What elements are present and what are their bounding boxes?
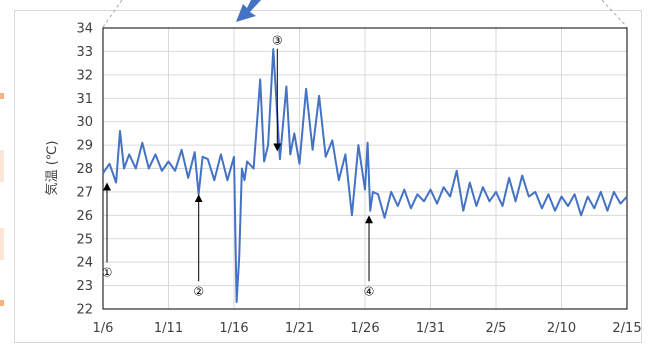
annotation-label: ④ bbox=[364, 284, 375, 298]
y-tick-label: 23 bbox=[76, 279, 93, 294]
x-tick-label: 2/15 bbox=[612, 321, 641, 336]
y-tick-label: 31 bbox=[76, 92, 93, 107]
x-tick-label: 1/11 bbox=[154, 321, 183, 336]
annotation-label: ③ bbox=[272, 34, 283, 48]
y-tick-label: 25 bbox=[76, 232, 93, 247]
x-tick-label: 1/16 bbox=[219, 321, 248, 336]
y-axis-label: 気温 (℃) bbox=[44, 141, 60, 196]
pointer-arrow-icon bbox=[236, 0, 261, 22]
y-tick-label: 28 bbox=[76, 162, 93, 177]
y-tick-label: 24 bbox=[76, 256, 93, 271]
y-tick-label: 29 bbox=[76, 139, 93, 154]
grid bbox=[102, 27, 628, 310]
y-tick-label: 32 bbox=[76, 68, 93, 83]
series bbox=[102, 48, 628, 303]
side-accent-2 bbox=[0, 150, 4, 182]
annotation-label: ① bbox=[102, 266, 113, 280]
y-tick-label: 26 bbox=[76, 209, 93, 224]
callout-dashed-line-right bbox=[601, 0, 628, 28]
callout-dashed-line-left bbox=[102, 0, 123, 28]
side-accent-4 bbox=[0, 300, 4, 306]
plot-area-border bbox=[102, 27, 628, 310]
y-tick-label: 34 bbox=[76, 22, 93, 37]
side-accent-3 bbox=[0, 228, 4, 260]
annotation-label: ② bbox=[193, 284, 204, 298]
side-accent-1 bbox=[0, 93, 4, 99]
x-tick-label: 1/31 bbox=[416, 321, 445, 336]
y-tick-label: 27 bbox=[76, 185, 93, 200]
x-tick-label: 2/5 bbox=[486, 321, 507, 336]
x-tick-label: 2/10 bbox=[547, 321, 576, 336]
chart-frame bbox=[14, 10, 642, 343]
y-tick-label: 33 bbox=[76, 45, 93, 60]
axes: 22 23 24 25 26 27 28 29 30 31 32 33 34 1/6 1/11 1/16 1/2… bbox=[76, 22, 641, 337]
annotations: ① ② ③ ④ bbox=[102, 34, 375, 299]
x-tick-label: 1/6 bbox=[93, 321, 114, 336]
y-tick-label: 30 bbox=[76, 115, 93, 130]
y-tick-label: 22 bbox=[76, 303, 93, 318]
x-tick-label: 1/21 bbox=[285, 321, 314, 336]
series-line bbox=[102, 48, 628, 303]
x-tick-label: 1/26 bbox=[350, 321, 379, 336]
